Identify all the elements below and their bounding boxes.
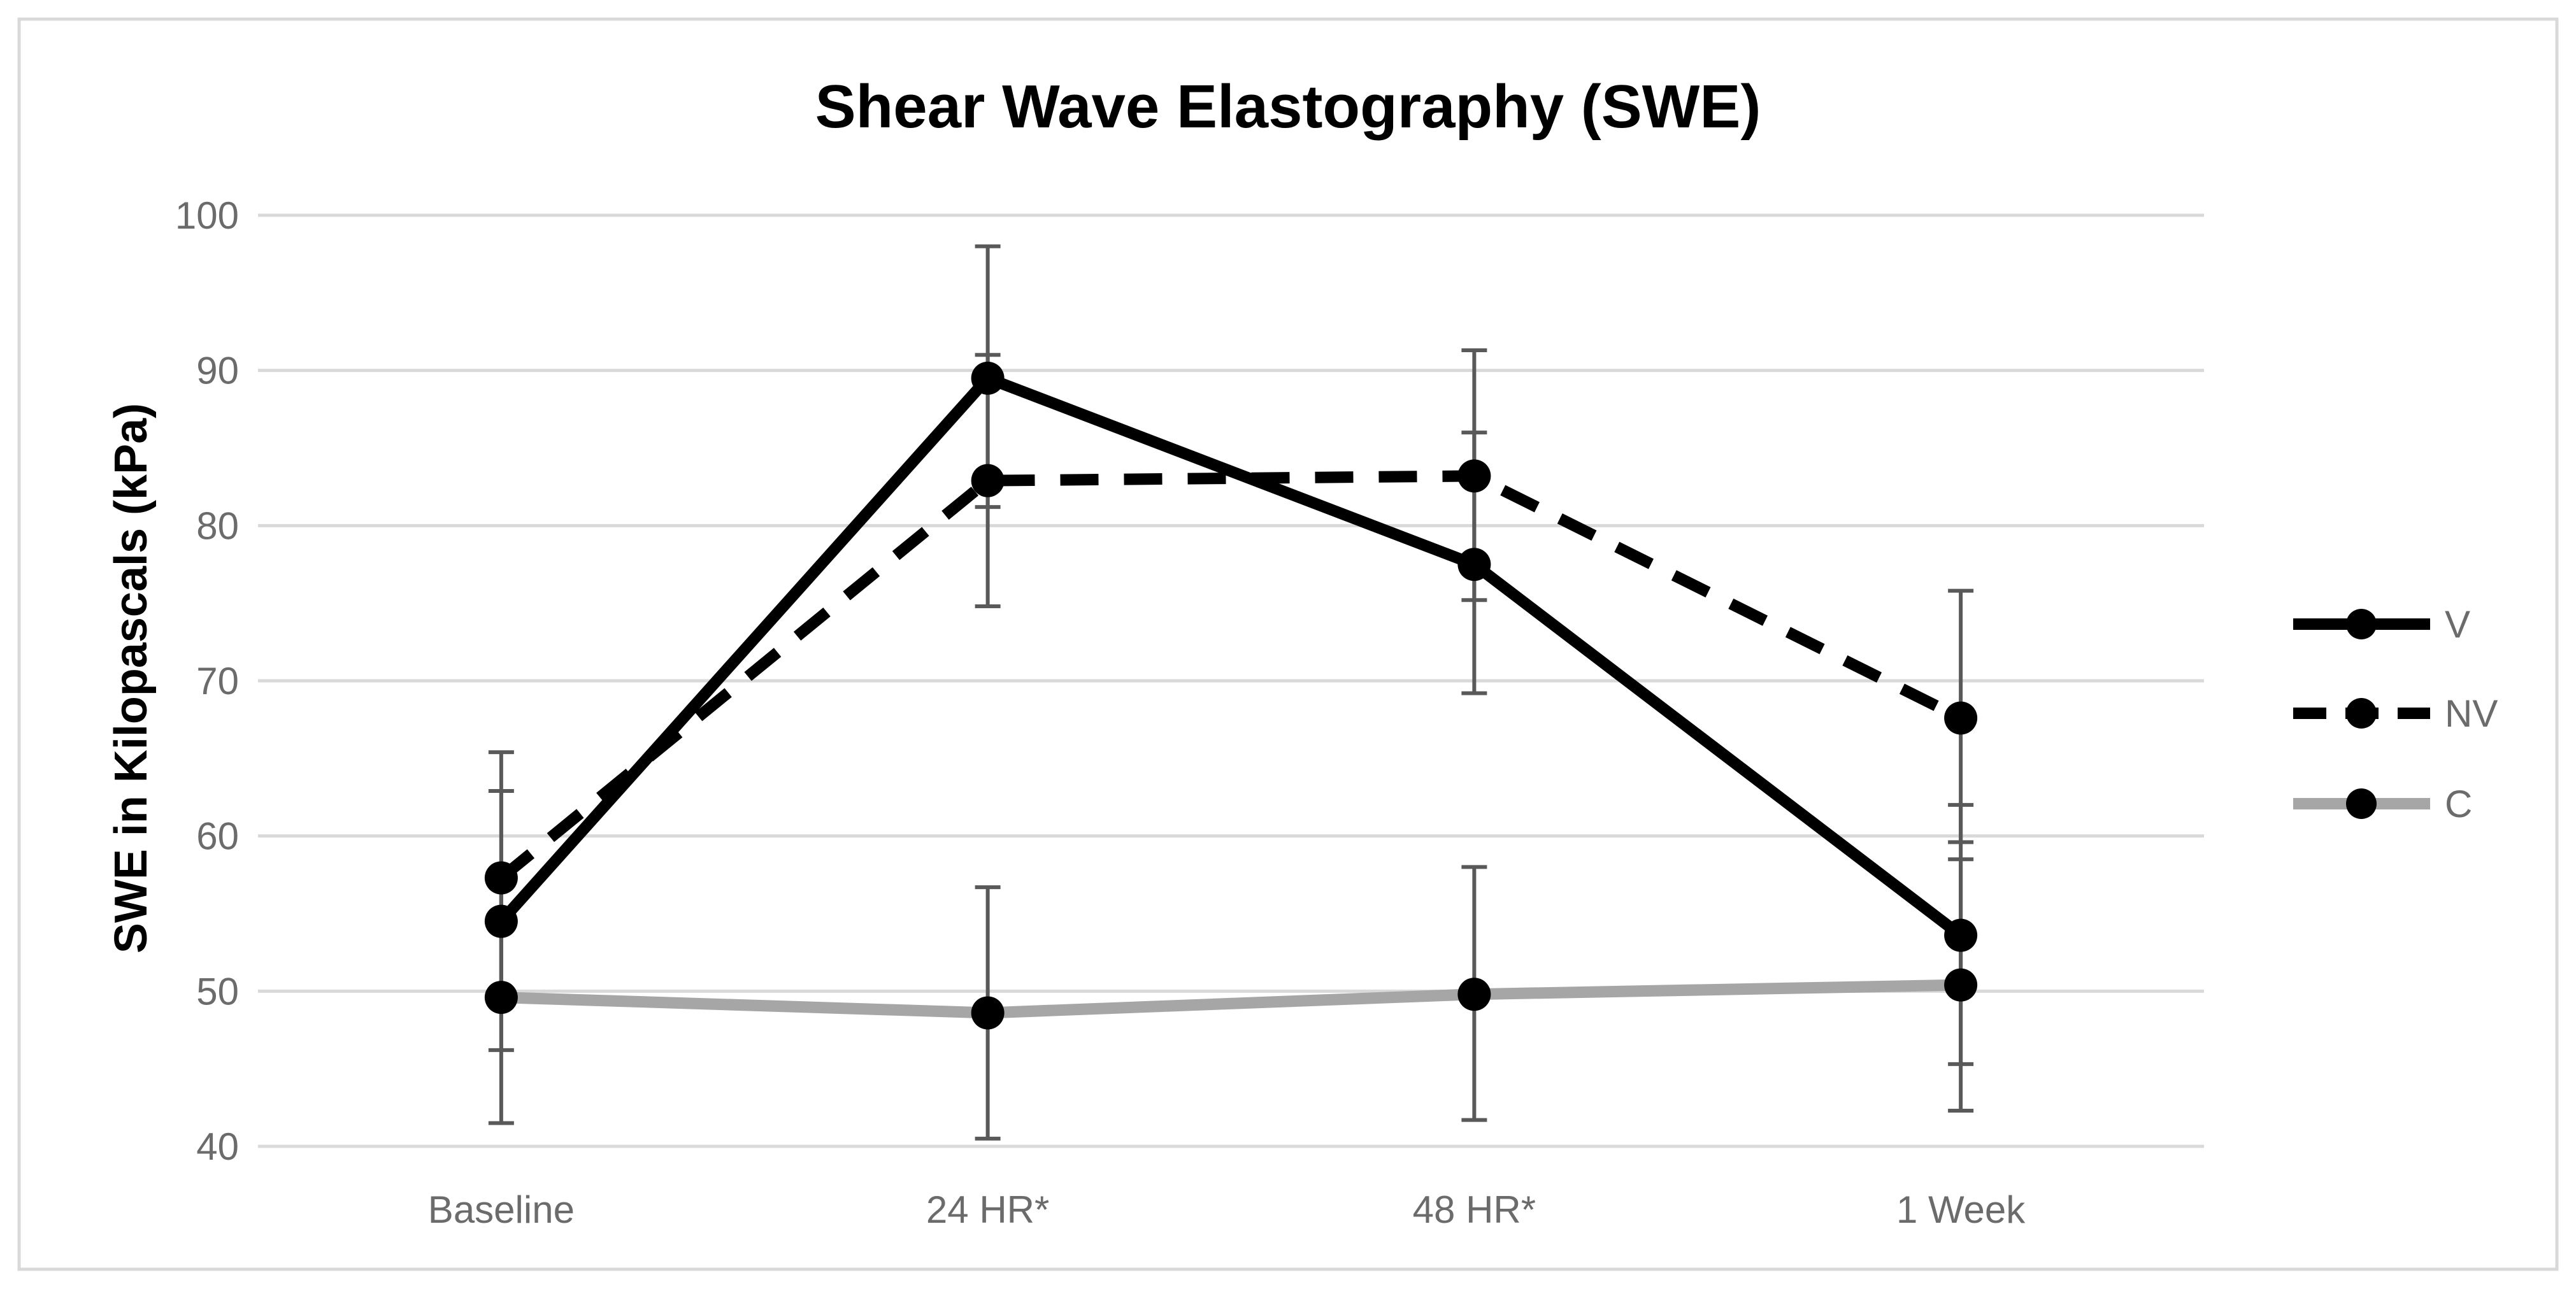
- legend: V NV C: [2293, 603, 2498, 825]
- y-tick-label: 50: [196, 970, 239, 1013]
- y-tick-label: 80: [196, 504, 239, 547]
- legend-label-v: V: [2445, 603, 2470, 646]
- data-markers: [484, 361, 1978, 1030]
- series-line-c: [501, 979, 1961, 1019]
- data-point-nv: [971, 464, 1005, 497]
- y-tick-label: 70: [196, 660, 239, 702]
- legend-marker-v: [2346, 609, 2377, 639]
- data-point-c: [484, 981, 518, 1015]
- data-point-c: [971, 996, 1005, 1030]
- data-point-c: [1944, 968, 1978, 1002]
- x-axis-ticks: Baseline 24 HR* 48 HR* 1 Week: [428, 1188, 2026, 1231]
- legend-label-c: C: [2445, 783, 2472, 825]
- data-point-c: [1457, 978, 1491, 1011]
- series-line-v: [497, 372, 1964, 940]
- y-axis-ticks: 40 50 60 70 80 90 100: [175, 194, 239, 1168]
- series-lines: [497, 372, 1964, 1019]
- legend-label-nv: NV: [2445, 692, 2498, 735]
- legend-item-v: V: [2293, 603, 2470, 646]
- legend-item-nv: NV: [2293, 692, 2498, 735]
- y-tick-label: 40: [196, 1125, 239, 1168]
- data-point-v: [1944, 918, 1978, 952]
- chart-border: [17, 17, 2559, 1271]
- data-point-nv: [1944, 701, 1978, 735]
- x-tick-label: Baseline: [428, 1188, 575, 1231]
- y-tick-label: 100: [175, 194, 239, 237]
- y-axis-title: SWE in Kilopascals (kPa): [106, 403, 157, 953]
- data-point-v: [484, 904, 518, 938]
- legend-item-c: C: [2293, 783, 2472, 825]
- x-tick-label: 24 HR*: [926, 1188, 1049, 1231]
- data-point-nv: [484, 861, 518, 895]
- chart-title: Shear Wave Elastography (SWE): [815, 73, 1761, 141]
- x-tick-label: 1 Week: [1896, 1188, 2026, 1231]
- x-tick-label: 48 HR*: [1413, 1188, 1536, 1231]
- legend-marker-c: [2346, 788, 2377, 819]
- y-tick-label: 60: [196, 815, 239, 858]
- legend-marker-nv: [2346, 698, 2377, 729]
- data-point-nv: [1457, 459, 1491, 493]
- data-point-v: [1457, 548, 1491, 581]
- data-point-v: [971, 361, 1005, 395]
- y-tick-label: 90: [196, 350, 239, 392]
